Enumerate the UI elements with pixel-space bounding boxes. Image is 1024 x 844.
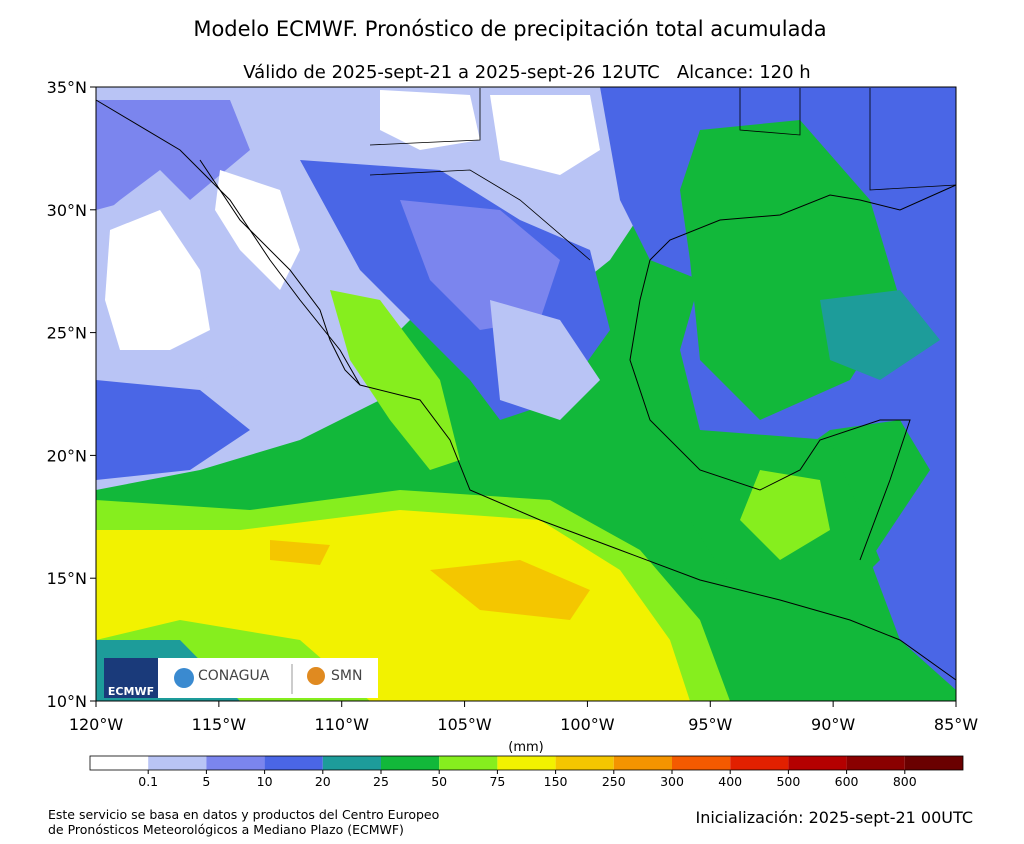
colorbar-label: 400 bbox=[718, 774, 742, 789]
colorbar-segment bbox=[322, 756, 381, 770]
colorbar-label: 75 bbox=[489, 774, 505, 789]
colorbar-segment bbox=[672, 756, 731, 770]
lon-label: 90°W bbox=[811, 715, 855, 734]
colorbar-frame bbox=[89, 755, 964, 771]
coastlines bbox=[95, 88, 957, 681]
colorbar-label: 20 bbox=[315, 774, 331, 789]
lon-label: 100°W bbox=[560, 715, 615, 734]
colorbar-segment bbox=[730, 756, 789, 770]
colorbar-segment bbox=[206, 756, 265, 770]
source-line-1: Este servicio se basa en datos y product… bbox=[48, 807, 439, 822]
lon-label: 95°W bbox=[688, 715, 732, 734]
colorbar-label: 0.1 bbox=[138, 774, 158, 789]
lat-label: 30°N bbox=[47, 201, 87, 220]
lon-label: 105°W bbox=[437, 715, 492, 734]
precipitation-field bbox=[96, 87, 956, 701]
init-date: Inicialización: 2025-sept-21 00UTC bbox=[696, 808, 974, 827]
colorbar-label: 600 bbox=[835, 774, 859, 789]
colorbar-segment bbox=[846, 756, 905, 770]
lat-label: 15°N bbox=[47, 569, 87, 588]
colorbar-label: 500 bbox=[776, 774, 800, 789]
colorbar-segment bbox=[439, 756, 498, 770]
conagua-icon bbox=[174, 668, 194, 688]
subtitle: Válido de 2025-sept-21 a 2025-sept-26 12… bbox=[243, 62, 810, 83]
colorbar-label: 10 bbox=[257, 774, 273, 789]
lat-label: 10°N bbox=[47, 692, 87, 711]
conagua-text: CONAGUA bbox=[198, 668, 270, 684]
title: Modelo ECMWF. Pronóstico de precipitació… bbox=[193, 17, 826, 41]
colorbar-label: 250 bbox=[602, 774, 626, 789]
lon-label: 120°W bbox=[69, 715, 124, 734]
map-frame bbox=[95, 86, 957, 702]
colorbar-label: 50 bbox=[431, 774, 447, 789]
ecmwf-logo bbox=[104, 658, 158, 698]
smn-icon bbox=[307, 667, 325, 685]
colorbar-label: 5 bbox=[202, 774, 210, 789]
smn-text: SMN bbox=[331, 668, 362, 684]
lon-label: 115°W bbox=[192, 715, 247, 734]
lon-label: 85°W bbox=[934, 715, 978, 734]
colorbar: 0.1 5 10 20 25 50 75 150 250 300 400 500 600 800 bbox=[89, 755, 964, 789]
logos: ECMWF CONAGUA SMN bbox=[104, 658, 378, 698]
lat-label: 25°N bbox=[47, 324, 87, 343]
colorbar-segment bbox=[90, 756, 149, 770]
colorbar-segment bbox=[497, 756, 556, 770]
colorbar-unit: (mm) bbox=[508, 740, 543, 755]
colorbar-segment bbox=[381, 756, 440, 770]
axes: 35°N 30°N 25°N 20°N 15°N 10°N 120°W 115°W 110°W 1… bbox=[47, 78, 979, 734]
colorbar-segment bbox=[613, 756, 672, 770]
colorbar-segment bbox=[904, 756, 963, 770]
source-line-2: de Pronósticos Meteorológicos a Mediano … bbox=[48, 822, 404, 837]
lat-label: 20°N bbox=[47, 446, 87, 465]
colorbar-segment bbox=[555, 756, 614, 770]
lon-label: 110°W bbox=[315, 715, 370, 734]
ecmwf-text: ECMWF bbox=[108, 685, 154, 698]
colorbar-segment bbox=[264, 756, 323, 770]
colorbar-label: 150 bbox=[544, 774, 568, 789]
colorbar-label: 25 bbox=[373, 774, 389, 789]
colorbar-segment bbox=[148, 756, 207, 770]
lat-label: 35°N bbox=[47, 78, 87, 97]
colorbar-segment bbox=[788, 756, 847, 770]
colorbar-label: 300 bbox=[660, 774, 684, 789]
colorbar-label: 800 bbox=[893, 774, 917, 789]
